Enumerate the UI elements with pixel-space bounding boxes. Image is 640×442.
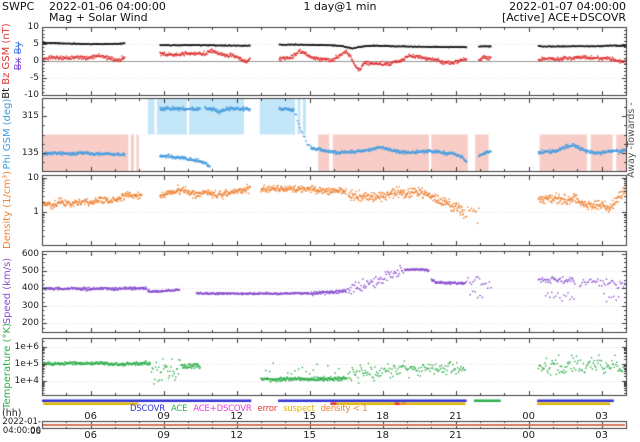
legend-item-ace: ACE (170, 404, 188, 414)
legend-item-suspect: suspect (283, 404, 315, 414)
y-tick-label: 10 (27, 22, 39, 32)
x-tick-label-strip: 00 (522, 429, 536, 441)
plot-title: Mag + Solar Wind (49, 11, 148, 24)
x-tick-label-strip: 15 (303, 429, 317, 441)
x-tick-label-strip: 12 (230, 429, 244, 441)
y-tick-label: 400 (21, 283, 39, 294)
y-tick-label: -10 (24, 90, 39, 100)
y-tick-label: 500 (21, 266, 39, 277)
data-mode-label: [Active] ACE+DSCOVR (501, 11, 626, 24)
x-tick-label: 21 (449, 411, 463, 422)
axis-date-label: 2022-01-06 (2, 417, 41, 437)
legend-item-error: error (257, 404, 278, 414)
y-tick-label: 1e+6 (14, 341, 39, 352)
x-tick-label: 03 (595, 411, 609, 422)
axis-time-label: 04:00:00 (2, 426, 41, 436)
legend: DSCOVR ACE ACE+DSCOVR error suspect density <… (130, 404, 368, 415)
y-tick-label: 1e+5 (14, 358, 39, 369)
x-tick-label-strip: 18 (376, 429, 390, 441)
x-tick-label: 09 (157, 411, 171, 422)
sector-polarity-label: Away -Towards - (626, 102, 637, 178)
x-tick-label-strip: 06 (84, 429, 98, 441)
plot-start-time: 2022-01-06 04:00:00 (49, 0, 166, 13)
y-tick-label: 0 (33, 56, 39, 66)
agency-label: SWPC (2, 0, 35, 13)
x-tick-label: 15 (303, 411, 317, 422)
x-tick-label: 06 (84, 411, 98, 422)
x-tick-label-strip: 03 (595, 429, 609, 441)
x-tick-label: 18 (376, 411, 390, 422)
y-tick-label: 200 (21, 318, 39, 329)
legend-item-density-1: density < 1 (320, 404, 368, 414)
y-tick-label: 135 (21, 147, 39, 158)
legend-item-dscovr: DSCOVR (130, 404, 165, 414)
cadence-label: 1 day@1 min (303, 0, 377, 13)
y-tick-label: 300 (21, 300, 39, 311)
x-tick-label: 00 (522, 411, 536, 422)
x-tick-label-strip: 09 (157, 429, 171, 441)
legend-item-ace-dscovr: ACE+DSCOVR (193, 404, 252, 414)
y-tick-label: -5 (30, 73, 39, 83)
y-tick-label: 600 (21, 248, 39, 259)
plot-end-time: 2022-01-07 04:00:00 (509, 0, 626, 13)
hour-unit-label: (hh) (2, 408, 22, 419)
y-tick-label: 315 (21, 111, 39, 122)
y-tick-label: 5 (33, 39, 39, 49)
y-tick-label: 1e+4 (14, 375, 39, 386)
x-tick-label-strip: 21 (449, 429, 463, 441)
x-tick-label: 12 (230, 411, 244, 422)
y-tick-label: 1 (33, 207, 39, 218)
y-tick-label: 10 (27, 172, 39, 183)
